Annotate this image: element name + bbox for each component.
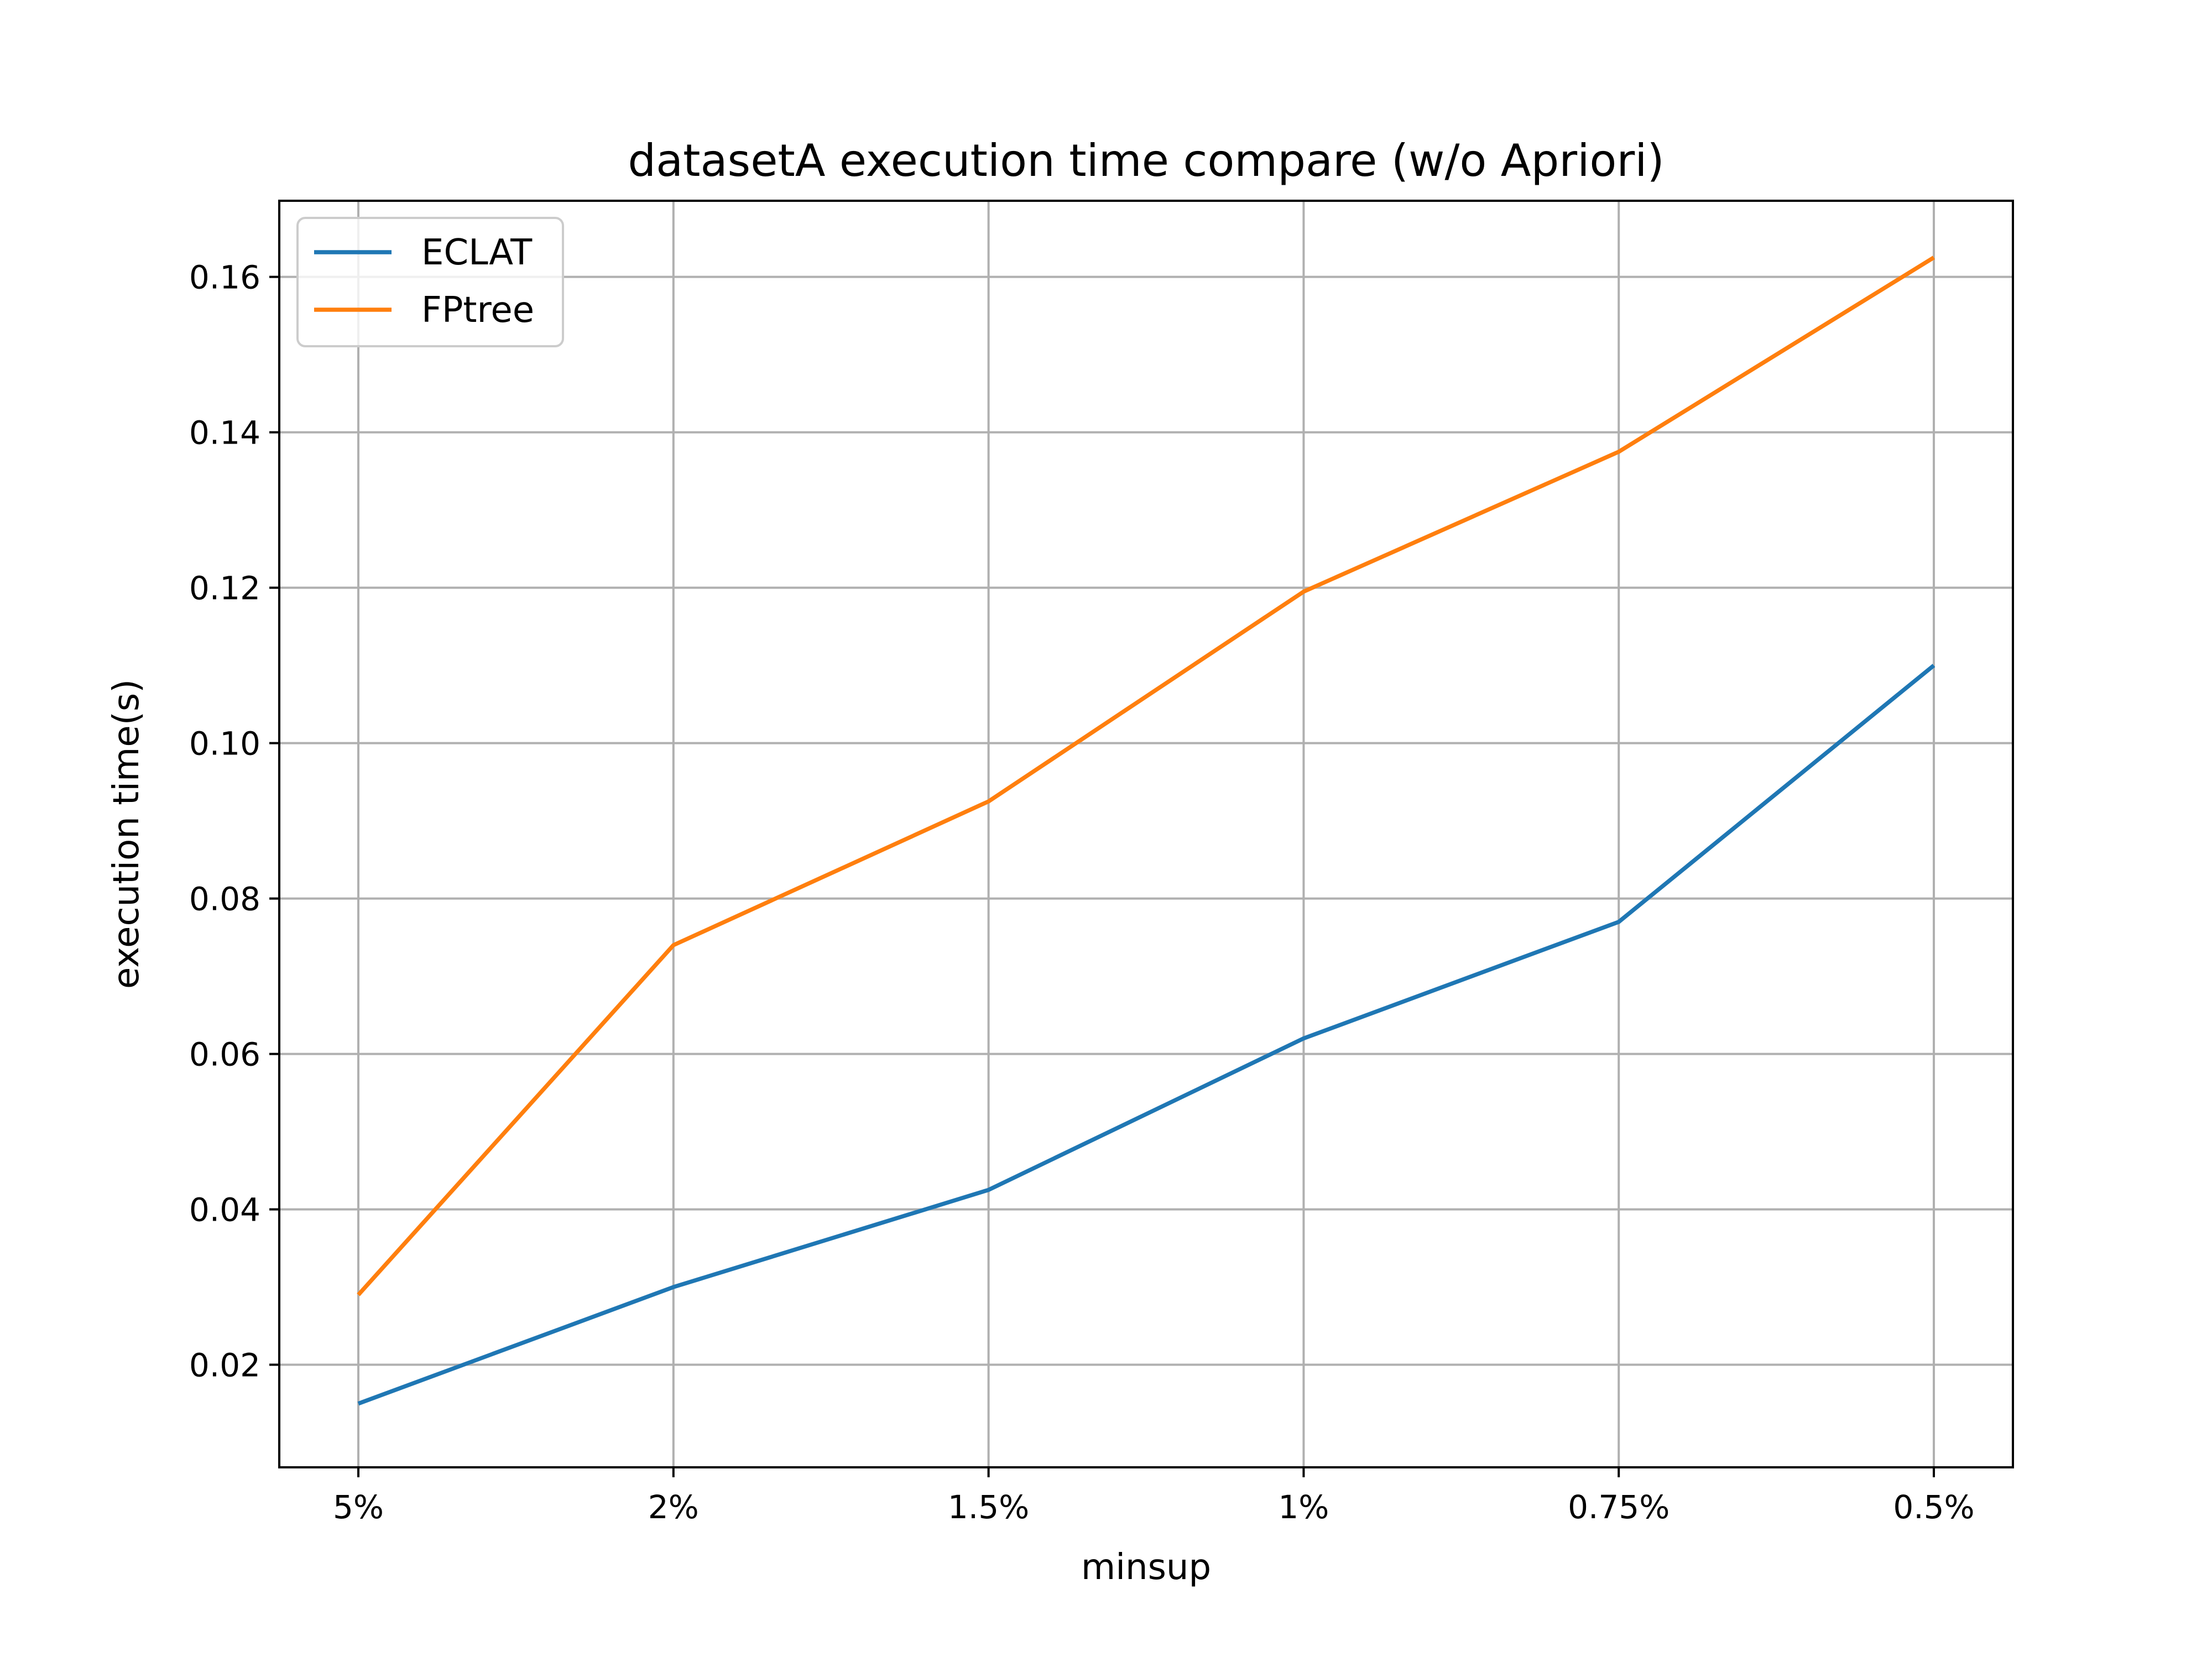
- grid: [279, 201, 2013, 1467]
- x-tick-label: 2%: [648, 1488, 699, 1526]
- y-tick-label: 0.12: [189, 570, 260, 607]
- y-tick-label: 0.14: [189, 414, 260, 452]
- x-tick-label: 0.5%: [1893, 1488, 1974, 1526]
- x-tick-label: 1%: [1278, 1488, 1329, 1526]
- x-tick-label: 1.5%: [948, 1488, 1029, 1526]
- y-axis-label: execution time(s): [106, 679, 147, 989]
- legend: ECLAT FPtree: [296, 217, 564, 347]
- chart-title: datasetA execution time compare (w/o Apr…: [628, 135, 1664, 186]
- axis-ticks: 5% 2% 1.5% 1% 0.75% 0.5% 0.02 0.04 0.06 0.08 0.10 0…: [189, 259, 1975, 1526]
- series-lines: [357, 256, 1936, 1406]
- y-tick-label: 0.04: [189, 1191, 260, 1229]
- y-tick-label: 0.10: [189, 725, 260, 763]
- legend-label-fptree: FPtree: [421, 290, 534, 331]
- legend-label-eclat: ECLAT: [421, 232, 533, 273]
- legend-box: [296, 217, 564, 347]
- y-tick-label: 0.08: [189, 881, 260, 918]
- x-tick-label: 0.75%: [1568, 1488, 1670, 1526]
- y-tick-label: 0.16: [189, 259, 260, 296]
- x-axis-label: minsup: [1081, 1547, 1211, 1588]
- y-tick-label: 0.02: [189, 1347, 260, 1384]
- y-tick-label: 0.06: [189, 1036, 260, 1074]
- x-tick-label: 5%: [333, 1488, 384, 1526]
- plot-frame: [278, 200, 2014, 1468]
- series-line-fptree: [357, 256, 1935, 1296]
- series-line-eclat: [357, 664, 1936, 1406]
